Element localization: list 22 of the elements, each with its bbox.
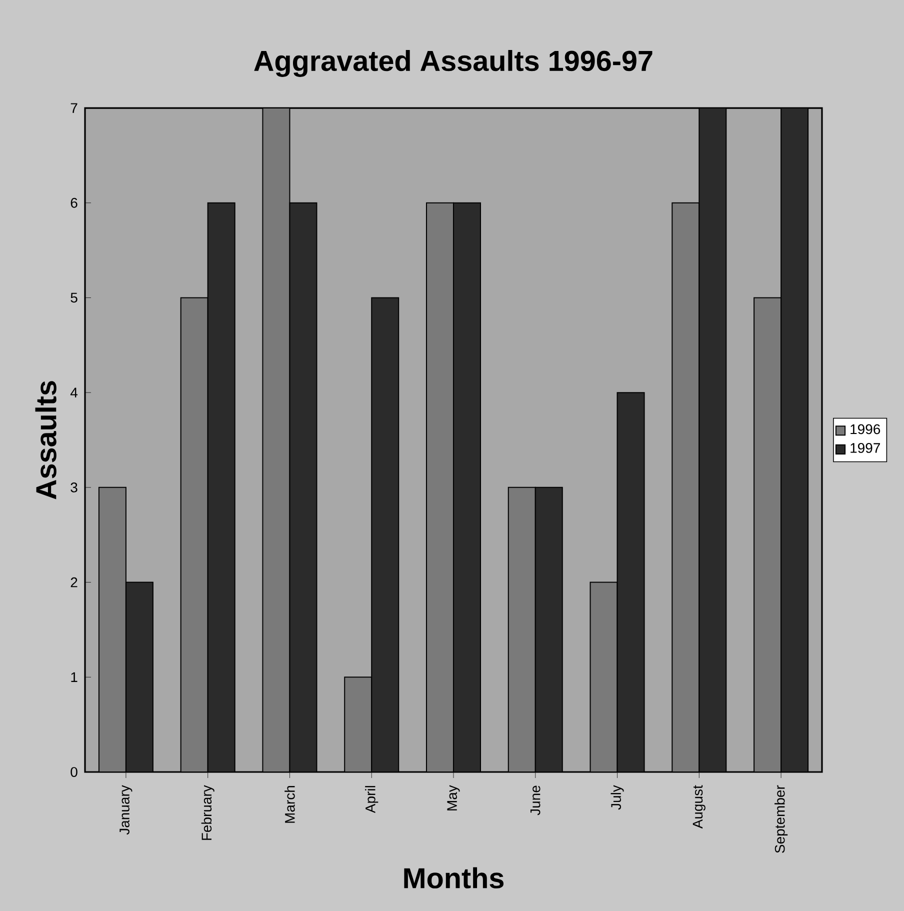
y-tick-label: 4 (70, 388, 78, 398)
y-tick-label: 5 (70, 292, 78, 303)
y-tick-label: 3 (70, 482, 78, 492)
x-tick-label: June (530, 786, 540, 816)
x-tick-label: January (120, 785, 132, 835)
y-axis-title: Assaults (35, 381, 56, 500)
y-tick-label: 0 (70, 767, 78, 777)
y-tick-label: 7 (70, 103, 78, 113)
y-tick-label: 1 (71, 672, 78, 682)
x-tick-label: July (610, 785, 624, 810)
x-tick-label: September (774, 785, 788, 853)
x-tick-label: May (447, 785, 460, 810)
x-tick-label: March (284, 786, 295, 823)
x-tick-label: April (365, 786, 378, 814)
y-tick-label: 2 (70, 577, 78, 588)
legend-label: 1996 (850, 424, 880, 434)
x-axis-title: Months (404, 867, 504, 888)
x-tick-label: August (692, 785, 706, 829)
chart-title: Aggravated Assaults 1996-97 (254, 50, 652, 77)
x-tick-label: February (201, 785, 214, 840)
legend-label: 1997 (850, 443, 880, 453)
y-tick-label: 6 (70, 198, 78, 208)
